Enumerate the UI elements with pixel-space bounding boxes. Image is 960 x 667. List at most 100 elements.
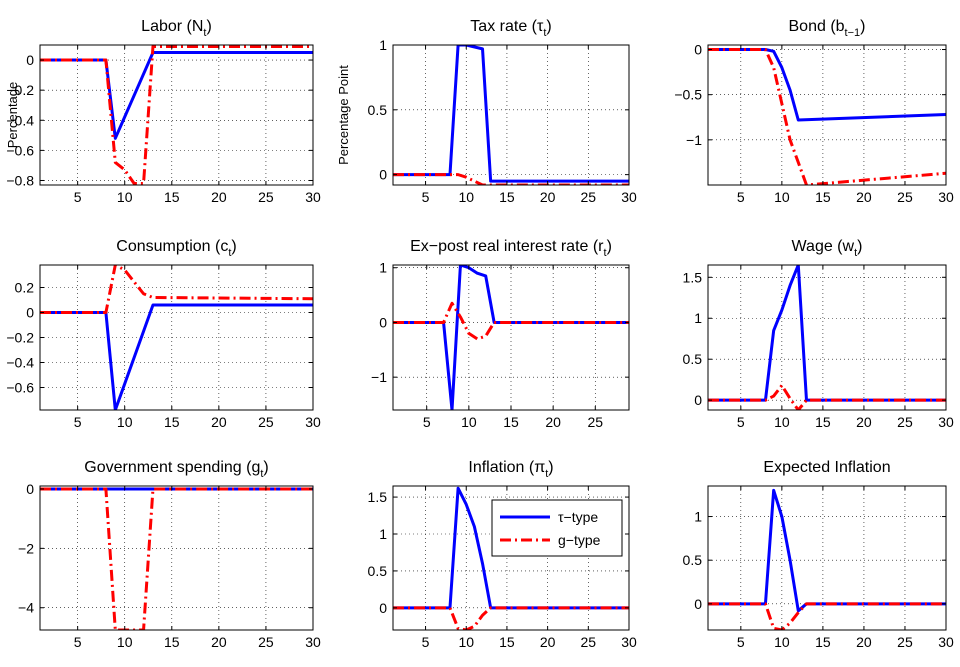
subplot-9: 5 10 15 20 25 30 1 0.5 0 Expected Inflation <box>683 459 954 650</box>
x-tick-label: 20 <box>211 634 227 650</box>
y-axis-label: Percentage <box>5 82 20 149</box>
legend: τ−type g−type <box>491 499 623 557</box>
series-line-tau <box>40 303 313 410</box>
x-tick-label: 30 <box>305 414 321 430</box>
y-tick-label: 0 <box>694 392 702 408</box>
x-tick-label: 25 <box>258 189 274 205</box>
y-tick-label: −0.4 <box>6 112 34 128</box>
plot-frame <box>39 44 314 186</box>
x-tick-label: 20 <box>211 189 227 205</box>
x-tick-label: 10 <box>117 189 133 205</box>
y-tick-label: 1 <box>694 310 702 326</box>
y-tick-label: 0 <box>379 600 387 616</box>
subplot-2: 5 10 15 20 25 30 1 0.5 0 Tax rate (τt) Percentage … <box>336 18 637 205</box>
series-group <box>393 45 629 185</box>
x-tick-label: 10 <box>774 414 790 430</box>
y-tick-label: 0 <box>26 305 34 321</box>
series-group <box>393 486 629 630</box>
legend-label-tau: τ−type <box>558 509 598 525</box>
x-tick-label: 20 <box>856 634 872 650</box>
x-tick-label: 30 <box>305 634 321 650</box>
x-tick-label: 5 <box>423 414 431 430</box>
subplot-title: Government spending (gt) <box>84 459 269 480</box>
subplot-title: Ex−post real interest rate (rt) <box>410 238 612 259</box>
x-tick-label: 15 <box>164 634 180 650</box>
y-tick-label: 1.5 <box>368 489 388 505</box>
y-tick-label: 0 <box>694 42 702 58</box>
x-tick-label: 20 <box>540 189 556 205</box>
plot-frame <box>392 485 630 631</box>
x-tick-label: 10 <box>117 634 133 650</box>
y-tick-label: 0.5 <box>368 102 388 118</box>
series-line-tau <box>708 265 946 402</box>
y-tick-label: 0.2 <box>15 280 35 296</box>
series-line-tau <box>393 45 629 183</box>
x-tick-label: 25 <box>587 414 603 430</box>
y-tick-label: 1 <box>379 526 387 542</box>
x-tick-label: 20 <box>211 414 227 430</box>
series-line-g <box>393 301 629 341</box>
x-tick-label: 20 <box>545 414 561 430</box>
y-tick-label: −0.2 <box>6 82 34 98</box>
series-line-g <box>40 45 313 185</box>
y-tick-label: 0 <box>379 314 387 330</box>
y-tick-label: 0 <box>379 167 387 183</box>
series-line-g <box>708 48 946 185</box>
x-tick-label: 10 <box>461 414 477 430</box>
x-tick-label: 5 <box>737 414 745 430</box>
y-tick-label: 0 <box>694 596 702 612</box>
x-tick-label: 25 <box>897 414 913 430</box>
x-tick-label: 30 <box>621 634 637 650</box>
x-tick-label: 5 <box>737 189 745 205</box>
x-tick-label: 10 <box>458 634 474 650</box>
y-tick-label: 1 <box>694 509 702 525</box>
plot-frame <box>39 485 314 631</box>
x-tick-label: 5 <box>422 634 430 650</box>
subplot-title: Labor (Nt) <box>141 18 212 39</box>
y-tick-label: −0.8 <box>6 172 34 188</box>
x-tick-label: 15 <box>815 414 831 430</box>
legend-label-g: g−type <box>558 532 601 548</box>
y-axis-label: Percentage Point <box>336 65 351 165</box>
x-tick-label: 15 <box>503 414 519 430</box>
y-tick-label: 1 <box>379 260 387 276</box>
subplot-6: 5 10 15 20 25 30 1.5 1 0.5 0 Wage (wt) <box>683 238 954 430</box>
x-tick-label: 30 <box>305 189 321 205</box>
series-group <box>708 265 946 410</box>
x-tick-label: 15 <box>815 189 831 205</box>
x-tick-label: 25 <box>581 189 597 205</box>
series-line-tau <box>393 486 629 610</box>
subplot-title: Bond (bt−1) <box>789 18 866 39</box>
series-group <box>40 487 313 630</box>
x-tick-label: 15 <box>499 634 515 650</box>
subplot-4: 5 10 15 20 25 30 0.2 0 −0.2 −0.4 −0.6 Consumption (… <box>6 238 321 430</box>
y-tick-label: −0.6 <box>6 142 34 158</box>
series-line-g <box>708 602 946 630</box>
x-tick-label: 15 <box>499 189 515 205</box>
subplot-title: Wage (wt) <box>792 238 863 259</box>
plot-frame <box>707 44 947 186</box>
x-tick-label: 30 <box>938 414 954 430</box>
y-tick-label: −0.4 <box>6 355 34 371</box>
x-tick-label: 25 <box>897 189 913 205</box>
x-tick-label: 20 <box>856 414 872 430</box>
x-tick-label: 25 <box>897 634 913 650</box>
subplot-3: 5 10 15 20 25 30 0 −0.5 −1 Bond (bt−1) <box>674 18 954 205</box>
x-tick-label: 15 <box>164 414 180 430</box>
plot-frame <box>707 485 947 631</box>
x-tick-label: 30 <box>621 189 637 205</box>
y-tick-label: −0.2 <box>6 330 34 346</box>
x-tick-label: 20 <box>856 189 872 205</box>
y-tick-label: −1 <box>371 369 387 385</box>
x-tick-label: 5 <box>74 414 82 430</box>
plot-frame <box>707 264 947 411</box>
y-tick-label: 0.5 <box>368 563 388 579</box>
subplot-title: Expected Inflation <box>763 459 890 476</box>
series-line-tau <box>708 488 946 613</box>
y-tick-label: −0.5 <box>674 87 702 103</box>
subplot-title: Consumption (ct) <box>116 238 236 259</box>
x-tick-label: 5 <box>74 634 82 650</box>
series-line-g <box>393 606 629 630</box>
y-tick-label: 0 <box>26 481 34 497</box>
